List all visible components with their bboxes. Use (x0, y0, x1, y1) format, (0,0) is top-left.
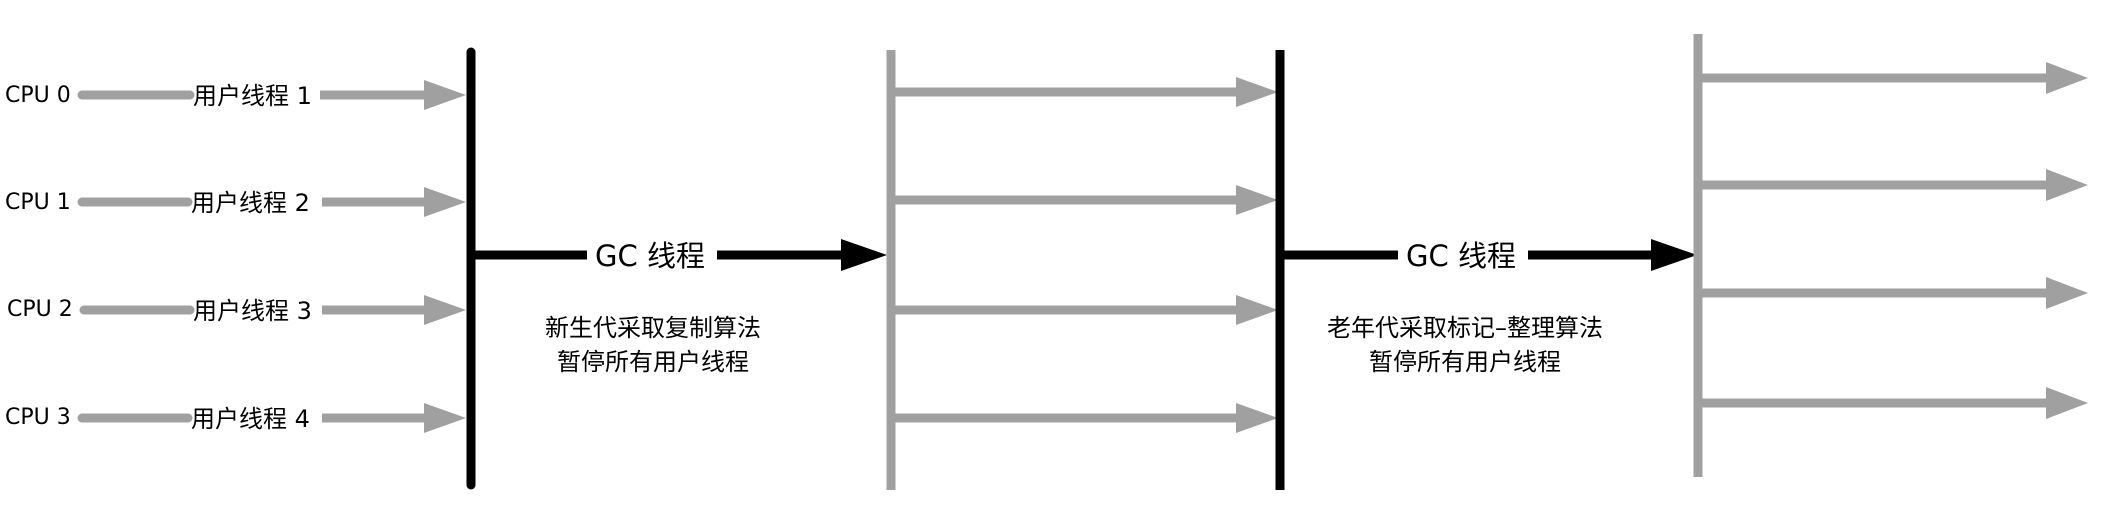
user-thread-arrowhead (2046, 387, 2088, 419)
cpu-label: CPU 0 (5, 83, 71, 108)
user-thread-arrowhead (1236, 403, 1278, 433)
user-thread-arrowhead (1236, 185, 1278, 215)
gc-thread-arrowhead (841, 239, 887, 271)
user-thread-arrowhead (1236, 295, 1278, 325)
gc-thread-arrowhead (1651, 239, 1697, 271)
phase-description: 暂停所有用户线程 (557, 348, 749, 376)
user-thread-label: 用户线程 1 (193, 82, 312, 110)
user-thread-arrowhead (1236, 77, 1278, 107)
user-thread-arrowhead (2046, 277, 2088, 309)
user-thread-label: 用户线程 4 (191, 405, 310, 433)
gc-thread-label: GC 线程 (1406, 239, 1516, 273)
user-thread-arrowhead (424, 80, 466, 110)
cpu-label: CPU 1 (5, 190, 71, 215)
user-thread-label: 用户线程 2 (191, 189, 310, 217)
cpu-label: CPU 2 (7, 297, 73, 322)
phase-description: 暂停所有用户线程 (1369, 348, 1561, 376)
gc-thread-label: GC 线程 (595, 239, 705, 273)
user-thread-arrowhead (2046, 62, 2088, 94)
user-thread-arrowhead (424, 295, 466, 325)
phase-description: 老年代采取标记–整理算法 (1327, 314, 1603, 342)
phase-description: 新生代采取复制算法 (545, 314, 761, 342)
user-thread-label: 用户线程 3 (193, 297, 312, 325)
user-thread-arrowhead (424, 187, 466, 217)
cpu-label: CPU 3 (5, 405, 71, 430)
user-thread-arrowhead (2046, 169, 2088, 201)
user-thread-arrowhead (424, 403, 466, 433)
